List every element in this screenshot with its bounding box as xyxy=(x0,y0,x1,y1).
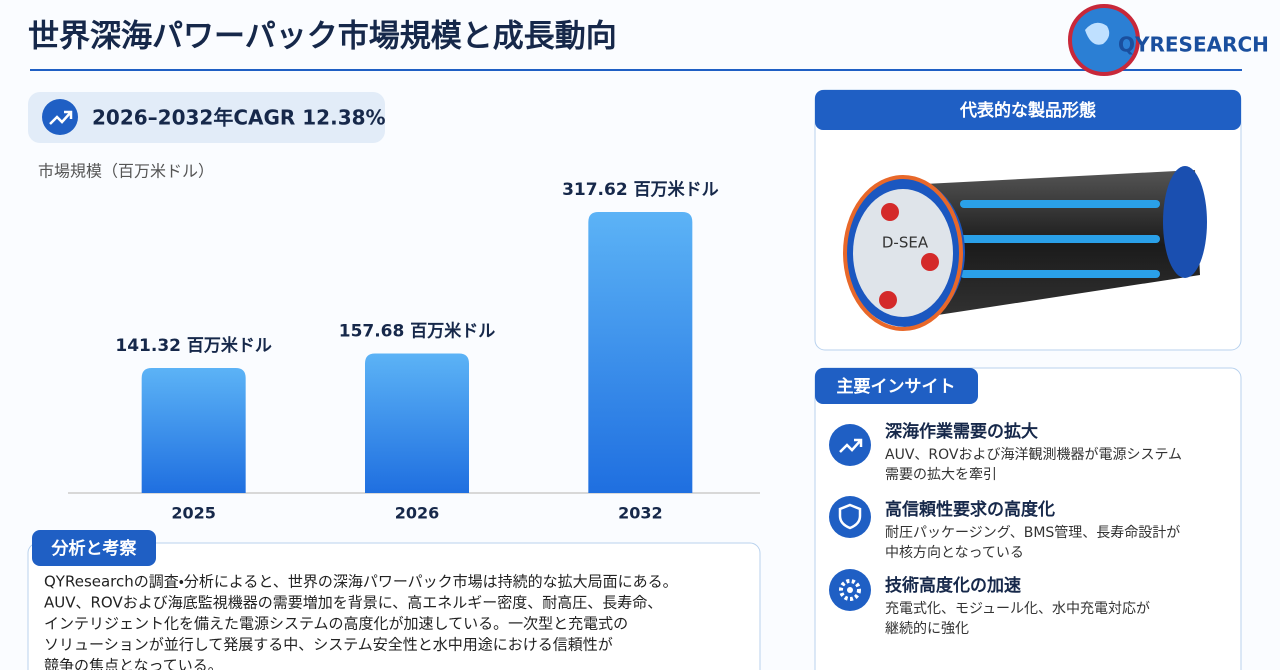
product-label: D-SEA xyxy=(882,234,929,252)
page-title: 世界深海パワーパック市場規模と成長動向 xyxy=(28,19,617,55)
insight-desc: 継続的に強化 xyxy=(885,620,969,637)
analysis-panel: 分析と考察 QYResearchの調査・分析によると、世界の深海パワーパック市場… xyxy=(27,530,761,670)
logo-text: QYRESEARCH xyxy=(1118,33,1269,57)
product-panel: 代表的な製品形態 D-SEA xyxy=(814,89,1242,351)
bar xyxy=(365,353,469,493)
insight-desc: 充電式化、モジュール化、水中充電対応が xyxy=(885,601,1150,617)
insight-desc: 耐圧パッケージング、BMS管理、長寿命設計が xyxy=(885,525,1180,541)
insights-title: 主要インサイト xyxy=(837,376,956,397)
x-tick-label: 2026 xyxy=(395,504,440,523)
bar xyxy=(141,367,246,493)
product-title: 代表的な製品形態 xyxy=(959,100,1096,121)
x-tick-label: 2032 xyxy=(618,504,663,523)
insights-panel: 主要インサイト 深海作業需要の拡大 AUV、ROVおよび海洋観測機器が電源システム… xyxy=(814,367,1242,670)
analysis-line: 競争の焦点となっている。 xyxy=(44,657,223,670)
insight-title: 深海作業需要の拡大 xyxy=(885,421,1038,442)
cagr-text: 2026–2032年CAGR 12.38% xyxy=(92,106,386,130)
insight-desc: 需要の拡大を牽引 xyxy=(885,467,997,483)
insight-title: 高信頼性要求の高度化 xyxy=(885,499,1055,520)
logo: QYRESEARCH xyxy=(1068,4,1269,76)
bar-chart: 141.32 百万米ドル 2025 157.68 百万米ドル 2026 317.62 百… xyxy=(115,179,718,523)
analysis-line: QYResearchの調査・分析によると、世界の深海パワーパック市場は持続的な拡… xyxy=(44,573,678,591)
analysis-line: ソリューションが並行して発展する中、システム安全性と水中用途における信頼性が xyxy=(44,636,613,654)
cagr-badge: 2026–2032年CAGR 12.38% xyxy=(28,92,386,143)
bar xyxy=(588,212,693,493)
value-label: 141.32 百万米ドル xyxy=(115,335,272,356)
product-image: D-SEA xyxy=(843,166,1207,331)
y-axis-label: 市場規模（百万米ドル） xyxy=(38,162,214,181)
analysis-line: AUV、ROVおよび海底監視機器の需要増加を背景に、高エネルギー密度、耐高圧、長… xyxy=(44,594,662,612)
analysis-title: 分析と考察 xyxy=(51,538,138,559)
insight-title: 技術高度化の加速 xyxy=(885,575,1021,596)
insight-desc: AUV、ROVおよび海洋観測機器が電源システム xyxy=(885,447,1182,463)
insight-desc: 中核方向となっている xyxy=(885,545,1024,561)
value-label: 157.68 百万米ドル xyxy=(339,320,496,341)
analysis-line: インテリジェント化を備えた電源システムの高度化が加速している。一次型と充電式の xyxy=(44,615,628,633)
value-label: 317.62 百万米ドル xyxy=(562,179,719,200)
x-tick-label: 2025 xyxy=(171,504,216,523)
